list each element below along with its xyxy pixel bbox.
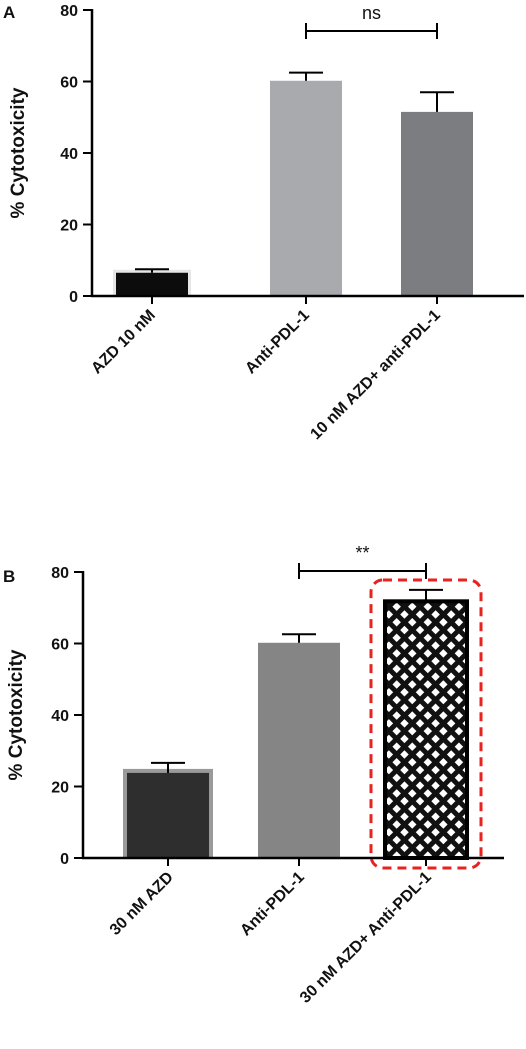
significance-label: ns	[362, 3, 381, 23]
bar	[116, 272, 188, 296]
bar	[401, 111, 473, 296]
y-tick-label: 80	[51, 565, 69, 582]
panel-letter: B	[3, 567, 15, 586]
bar	[383, 599, 469, 860]
bar	[127, 772, 209, 858]
x-category-label: 30 nM AZD+ Anti-PDL-1	[297, 869, 435, 1007]
panel-letter: A	[3, 3, 15, 22]
y-axis-label: % Cytotoxicity	[8, 87, 29, 218]
y-tick-label: 0	[69, 289, 78, 306]
y-tick-label: 20	[60, 218, 78, 235]
significance-label: **	[355, 543, 369, 563]
y-tick-label: 20	[51, 780, 69, 797]
y-tick-label: 60	[60, 75, 78, 92]
x-category-label: 30 nM AZD	[107, 869, 177, 939]
panel-a: A 0 20 40 60 80 AZD 10 nM Anti-PDL-110 nM AZD+ …	[3, 3, 524, 443]
x-category-label: AZD 10 nM	[88, 307, 158, 377]
x-category-label: 10 nM AZD+ anti-PDL-1	[307, 307, 443, 443]
y-tick-label: 40	[51, 708, 69, 725]
panel-b: B 0 20 40 60 80 30 nM AZD Anti-PDL-130 nM AZD+ …	[3, 543, 504, 1007]
bar	[270, 80, 342, 296]
y-tick-label: 60	[51, 637, 69, 654]
x-category-label: Anti-PDL-1	[242, 307, 313, 378]
y-tick-label: 80	[60, 3, 78, 20]
x-category-label: Anti-PDL-1	[237, 869, 308, 940]
y-tick-label: 40	[60, 146, 78, 163]
y-tick-label: 0	[60, 851, 69, 868]
y-axis-label: % Cytotoxicity	[6, 649, 27, 780]
bar	[258, 642, 340, 858]
